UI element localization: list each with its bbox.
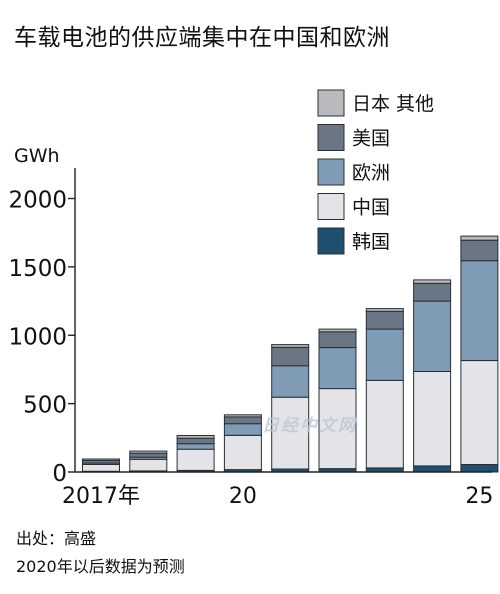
legend-swatch-1: [317, 124, 345, 151]
bar-segment-2020-2: [223, 423, 262, 436]
bar-segment-2019-1: [176, 448, 215, 471]
bar-segment-2021-2: [271, 365, 310, 398]
bar-segment-2017-4: [82, 458, 120, 461]
bar-segment-2020-1: [223, 434, 262, 471]
y-tick-label-500: 500: [23, 393, 67, 419]
legend-label-2: 欧洲: [352, 162, 390, 184]
y-tick-label-1000: 1000: [8, 324, 67, 350]
legend-label-0: 日本 其他: [352, 93, 434, 115]
bar-segment-2024-0: [413, 465, 452, 473]
bar-segment-2025-0: [460, 464, 499, 473]
bars-group: [82, 235, 499, 473]
bar-segment-2017-1: [82, 464, 120, 472]
legend-label-1: 美国: [352, 128, 390, 150]
legend-label-3: 中国: [352, 197, 390, 219]
bar-segment-2018-1: [129, 458, 168, 472]
bar-segment-2019-3: [176, 437, 215, 445]
y-tick-label-2000: 2000: [8, 188, 67, 214]
bar-segment-2022-4: [318, 328, 357, 333]
bar-segment-2021-4: [271, 344, 310, 348]
bar-segment-2023-1: [365, 379, 404, 469]
forecast-note: 2020年以后数据为预测: [16, 557, 185, 576]
chart-title: 车载电池的供应端集中在中国和欧洲: [14, 25, 390, 51]
bar-segment-2024-1: [413, 371, 452, 467]
bar-segment-2024-2: [413, 300, 452, 373]
bar-segment-2023-2: [365, 328, 404, 381]
bar-segment-2020-3: [223, 416, 262, 425]
y-tick-label-1500: 1500: [8, 256, 67, 282]
x-tick-label-2025: 25: [465, 484, 493, 509]
bar-segment-2022-2: [318, 347, 357, 390]
bar-segment-2025-1: [460, 360, 499, 466]
axes-group: 0 500 1000 1500 2000 2017年 20 25: [8, 168, 493, 509]
bar-segment-2025-3: [460, 239, 499, 262]
bar-segment-2025-2: [460, 260, 499, 362]
legend-swatch-2: [317, 158, 345, 186]
source-note: 出处：高盛: [16, 529, 97, 548]
bar-segment-2024-4: [413, 279, 452, 284]
y-axis-unit-label: GWh: [14, 145, 60, 167]
legend-swatch-0: [317, 89, 345, 117]
bar-segment-2019-2: [176, 443, 215, 450]
bar-segment-2018-4: [129, 450, 168, 454]
bar-segment-2023-4: [365, 308, 404, 312]
bar-segment-2025-4: [460, 235, 499, 241]
bar-segment-2021-3: [271, 346, 310, 367]
stacked-bar-chart: GWh 0 500 1000 1500 2000 2017年 20 25 日本 其他美国欧洲中…: [8, 89, 499, 509]
legend-swatch-3: [317, 193, 345, 220]
legend-swatch-4: [317, 227, 345, 255]
bar-segment-2022-3: [318, 331, 357, 348]
x-tick-label-2020: 20: [229, 484, 257, 509]
bar-segment-2020-4: [223, 414, 262, 418]
bar-segment-2019-4: [176, 435, 215, 439]
legend-label-4: 韩国: [352, 231, 390, 253]
y-tick-label-0: 0: [52, 461, 67, 487]
x-tick-label-2017: 2017年: [62, 484, 140, 509]
watermark-text: 日经中文网: [262, 416, 357, 436]
bar-segment-2023-3: [365, 310, 404, 330]
bar-segment-2024-3: [413, 282, 452, 302]
bar-segment-2018-3: [129, 452, 168, 458]
